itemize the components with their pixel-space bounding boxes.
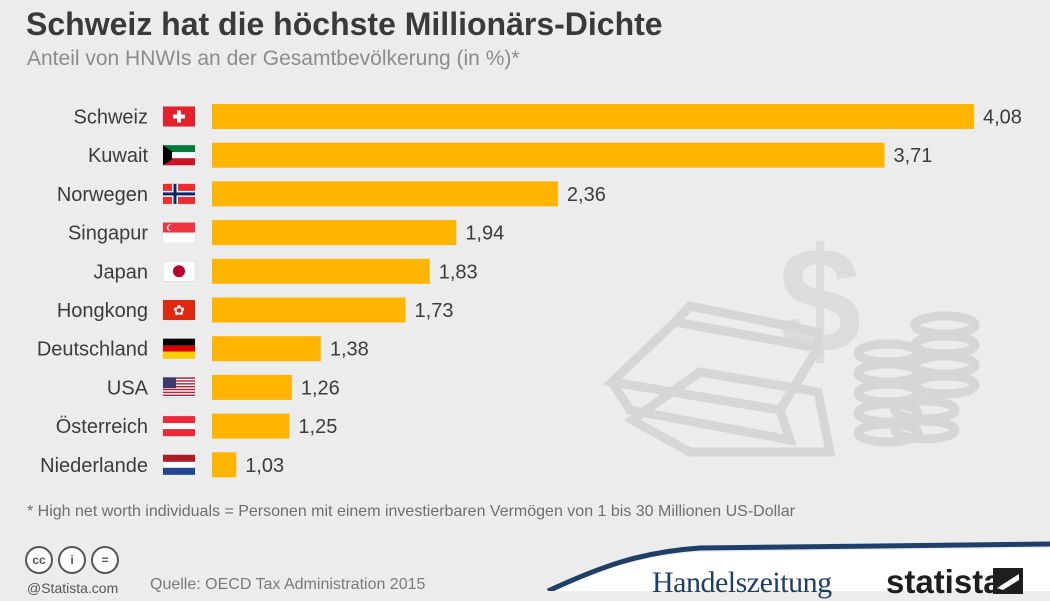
category-label: Kuwait bbox=[88, 145, 148, 167]
austria-flag bbox=[162, 415, 196, 437]
bar-row: Hongkong ✿ 1,73 bbox=[57, 297, 454, 323]
value-label: 1,94 bbox=[465, 223, 504, 245]
bar-row: Deutschland 1,38 bbox=[37, 336, 369, 362]
bar-row: USA 1,26 bbox=[107, 374, 340, 400]
license-icons: cc i = bbox=[25, 546, 119, 574]
no-derivatives-icon: = bbox=[91, 546, 119, 574]
bar bbox=[212, 104, 974, 129]
statista-mark-icon bbox=[993, 568, 1023, 594]
chart-title: Schweiz hat die höchste Millionärs-Dicht… bbox=[26, 6, 663, 42]
category-label: Niederlande bbox=[40, 455, 148, 477]
category-label: Norwegen bbox=[57, 184, 148, 206]
statista-logo: statista bbox=[886, 563, 1002, 600]
bar bbox=[212, 297, 406, 323]
kuwait-flag bbox=[162, 144, 196, 166]
svg-text:✿: ✿ bbox=[173, 303, 185, 319]
bar bbox=[212, 142, 885, 168]
bar-row: Niederlande 1,03 bbox=[40, 452, 284, 478]
japan-flag bbox=[162, 261, 196, 282]
singapore-flag bbox=[162, 222, 196, 243]
source-note: Quelle: OECD Tax Administration 2015 bbox=[150, 576, 426, 593]
germany-flag bbox=[162, 338, 196, 359]
norway-flag bbox=[162, 183, 196, 205]
usa-flag bbox=[162, 377, 196, 398]
creative-commons-icon: cc bbox=[25, 546, 53, 574]
value-label: 2,36 bbox=[567, 184, 606, 206]
category-label: Hongkong bbox=[57, 300, 148, 322]
bar-row: Singapur 1,94 bbox=[68, 220, 504, 246]
value-label: 3,71 bbox=[893, 145, 932, 167]
attribution-icon: i bbox=[58, 546, 86, 574]
bar bbox=[212, 374, 292, 400]
money-illustration-icon: $ bbox=[602, 216, 980, 457]
handelszeitung-logo: Handelszeitung bbox=[652, 566, 832, 599]
value-label: 1,83 bbox=[439, 261, 478, 283]
hongkong-flag: ✿ bbox=[162, 299, 196, 321]
bar-row: Japan 1,83 bbox=[94, 258, 478, 284]
category-label: Schweiz bbox=[74, 107, 148, 129]
category-label: Deutschland bbox=[37, 339, 148, 361]
bar bbox=[212, 220, 457, 246]
bar bbox=[212, 336, 321, 362]
footnote: * High net worth individuals = Personen … bbox=[27, 503, 795, 520]
category-label: Japan bbox=[94, 261, 149, 283]
value-label: 1,03 bbox=[245, 455, 284, 477]
chart-subtitle: Anteil von HNWIs an der Gesamtbevölkerun… bbox=[27, 47, 520, 70]
bar-row: Schweiz 4,08 bbox=[74, 104, 1022, 129]
bar bbox=[212, 413, 290, 439]
svg-text:$: $ bbox=[778, 216, 861, 384]
value-label: 1,26 bbox=[301, 377, 340, 399]
bar-row: Kuwait 3,71 bbox=[88, 142, 932, 168]
value-label: 1,73 bbox=[415, 300, 454, 322]
value-label: 1,38 bbox=[330, 339, 369, 361]
bar bbox=[212, 452, 237, 478]
value-label: 1,25 bbox=[298, 416, 337, 438]
bar bbox=[212, 258, 430, 284]
statista-url[interactable]: @Statista.com bbox=[27, 580, 119, 596]
bar-row: Österreich 1,25 bbox=[56, 413, 337, 439]
bar bbox=[212, 181, 558, 207]
value-label: 4,08 bbox=[983, 107, 1022, 129]
switzerland-flag bbox=[162, 106, 196, 127]
bar-row: Norwegen 2,36 bbox=[57, 181, 606, 207]
netherlands-flag bbox=[162, 454, 196, 476]
category-label: Singapur bbox=[68, 223, 148, 245]
category-label: Österreich bbox=[56, 416, 148, 438]
category-label: USA bbox=[107, 377, 149, 399]
bar-chart: $ Schweiz 4,08 Kuwait 3,71 Norwegen 2,36 Singa… bbox=[37, 104, 1022, 478]
